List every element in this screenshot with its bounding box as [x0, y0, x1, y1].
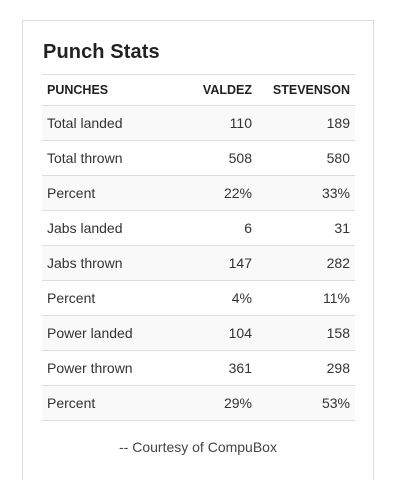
column-header-valdez: VALDEZ [172, 74, 257, 106]
stevenson-value: 282 [257, 245, 355, 281]
row-label: Power thrown [42, 350, 172, 386]
table-row: Percent 29% 53% [42, 385, 355, 421]
valdez-value: 6 [172, 210, 257, 246]
table-row: Total thrown 508 580 [42, 140, 355, 176]
valdez-value: 4% [172, 280, 257, 316]
stevenson-value: 11% [257, 280, 355, 316]
row-label: Percent [42, 280, 172, 316]
row-label: Total landed [42, 105, 172, 141]
valdez-value: 147 [172, 245, 257, 281]
row-label: Power landed [42, 315, 172, 351]
stevenson-value: 31 [257, 210, 355, 246]
table-row: Jabs thrown 147 282 [42, 245, 355, 281]
valdez-value: 361 [172, 350, 257, 386]
stevenson-value: 33% [257, 175, 355, 211]
punch-stats-card: Punch Stats PUNCHES VALDEZ STEVENSON Tot… [22, 20, 374, 480]
punch-stats-table: PUNCHES VALDEZ STEVENSON Total landed 11… [42, 74, 355, 421]
row-label: Percent [42, 385, 172, 421]
row-label: Percent [42, 175, 172, 211]
table-row: Total landed 110 189 [42, 105, 355, 141]
table-header-row: PUNCHES VALDEZ STEVENSON [42, 74, 355, 106]
stevenson-value: 158 [257, 315, 355, 351]
table-row: Percent 4% 11% [42, 280, 355, 316]
stevenson-value: 580 [257, 140, 355, 176]
table-row: Power thrown 361 298 [42, 350, 355, 386]
valdez-value: 22% [172, 175, 257, 211]
row-label: Jabs landed [42, 210, 172, 246]
card-title: Punch Stats [43, 41, 160, 63]
stevenson-value: 298 [257, 350, 355, 386]
stevenson-value: 189 [257, 105, 355, 141]
valdez-value: 508 [172, 140, 257, 176]
valdez-value: 29% [172, 385, 257, 421]
source-credit: -- Courtesy of CompuBox [119, 439, 277, 455]
row-label: Jabs thrown [42, 245, 172, 281]
table-row: Jabs landed 6 31 [42, 210, 355, 246]
column-header-punches: PUNCHES [42, 74, 172, 106]
table-row: Percent 22% 33% [42, 175, 355, 211]
valdez-value: 110 [172, 105, 257, 141]
table-row: Power landed 104 158 [42, 315, 355, 351]
column-header-stevenson: STEVENSON [257, 74, 355, 106]
valdez-value: 104 [172, 315, 257, 351]
row-label: Total thrown [42, 140, 172, 176]
stevenson-value: 53% [257, 385, 355, 421]
